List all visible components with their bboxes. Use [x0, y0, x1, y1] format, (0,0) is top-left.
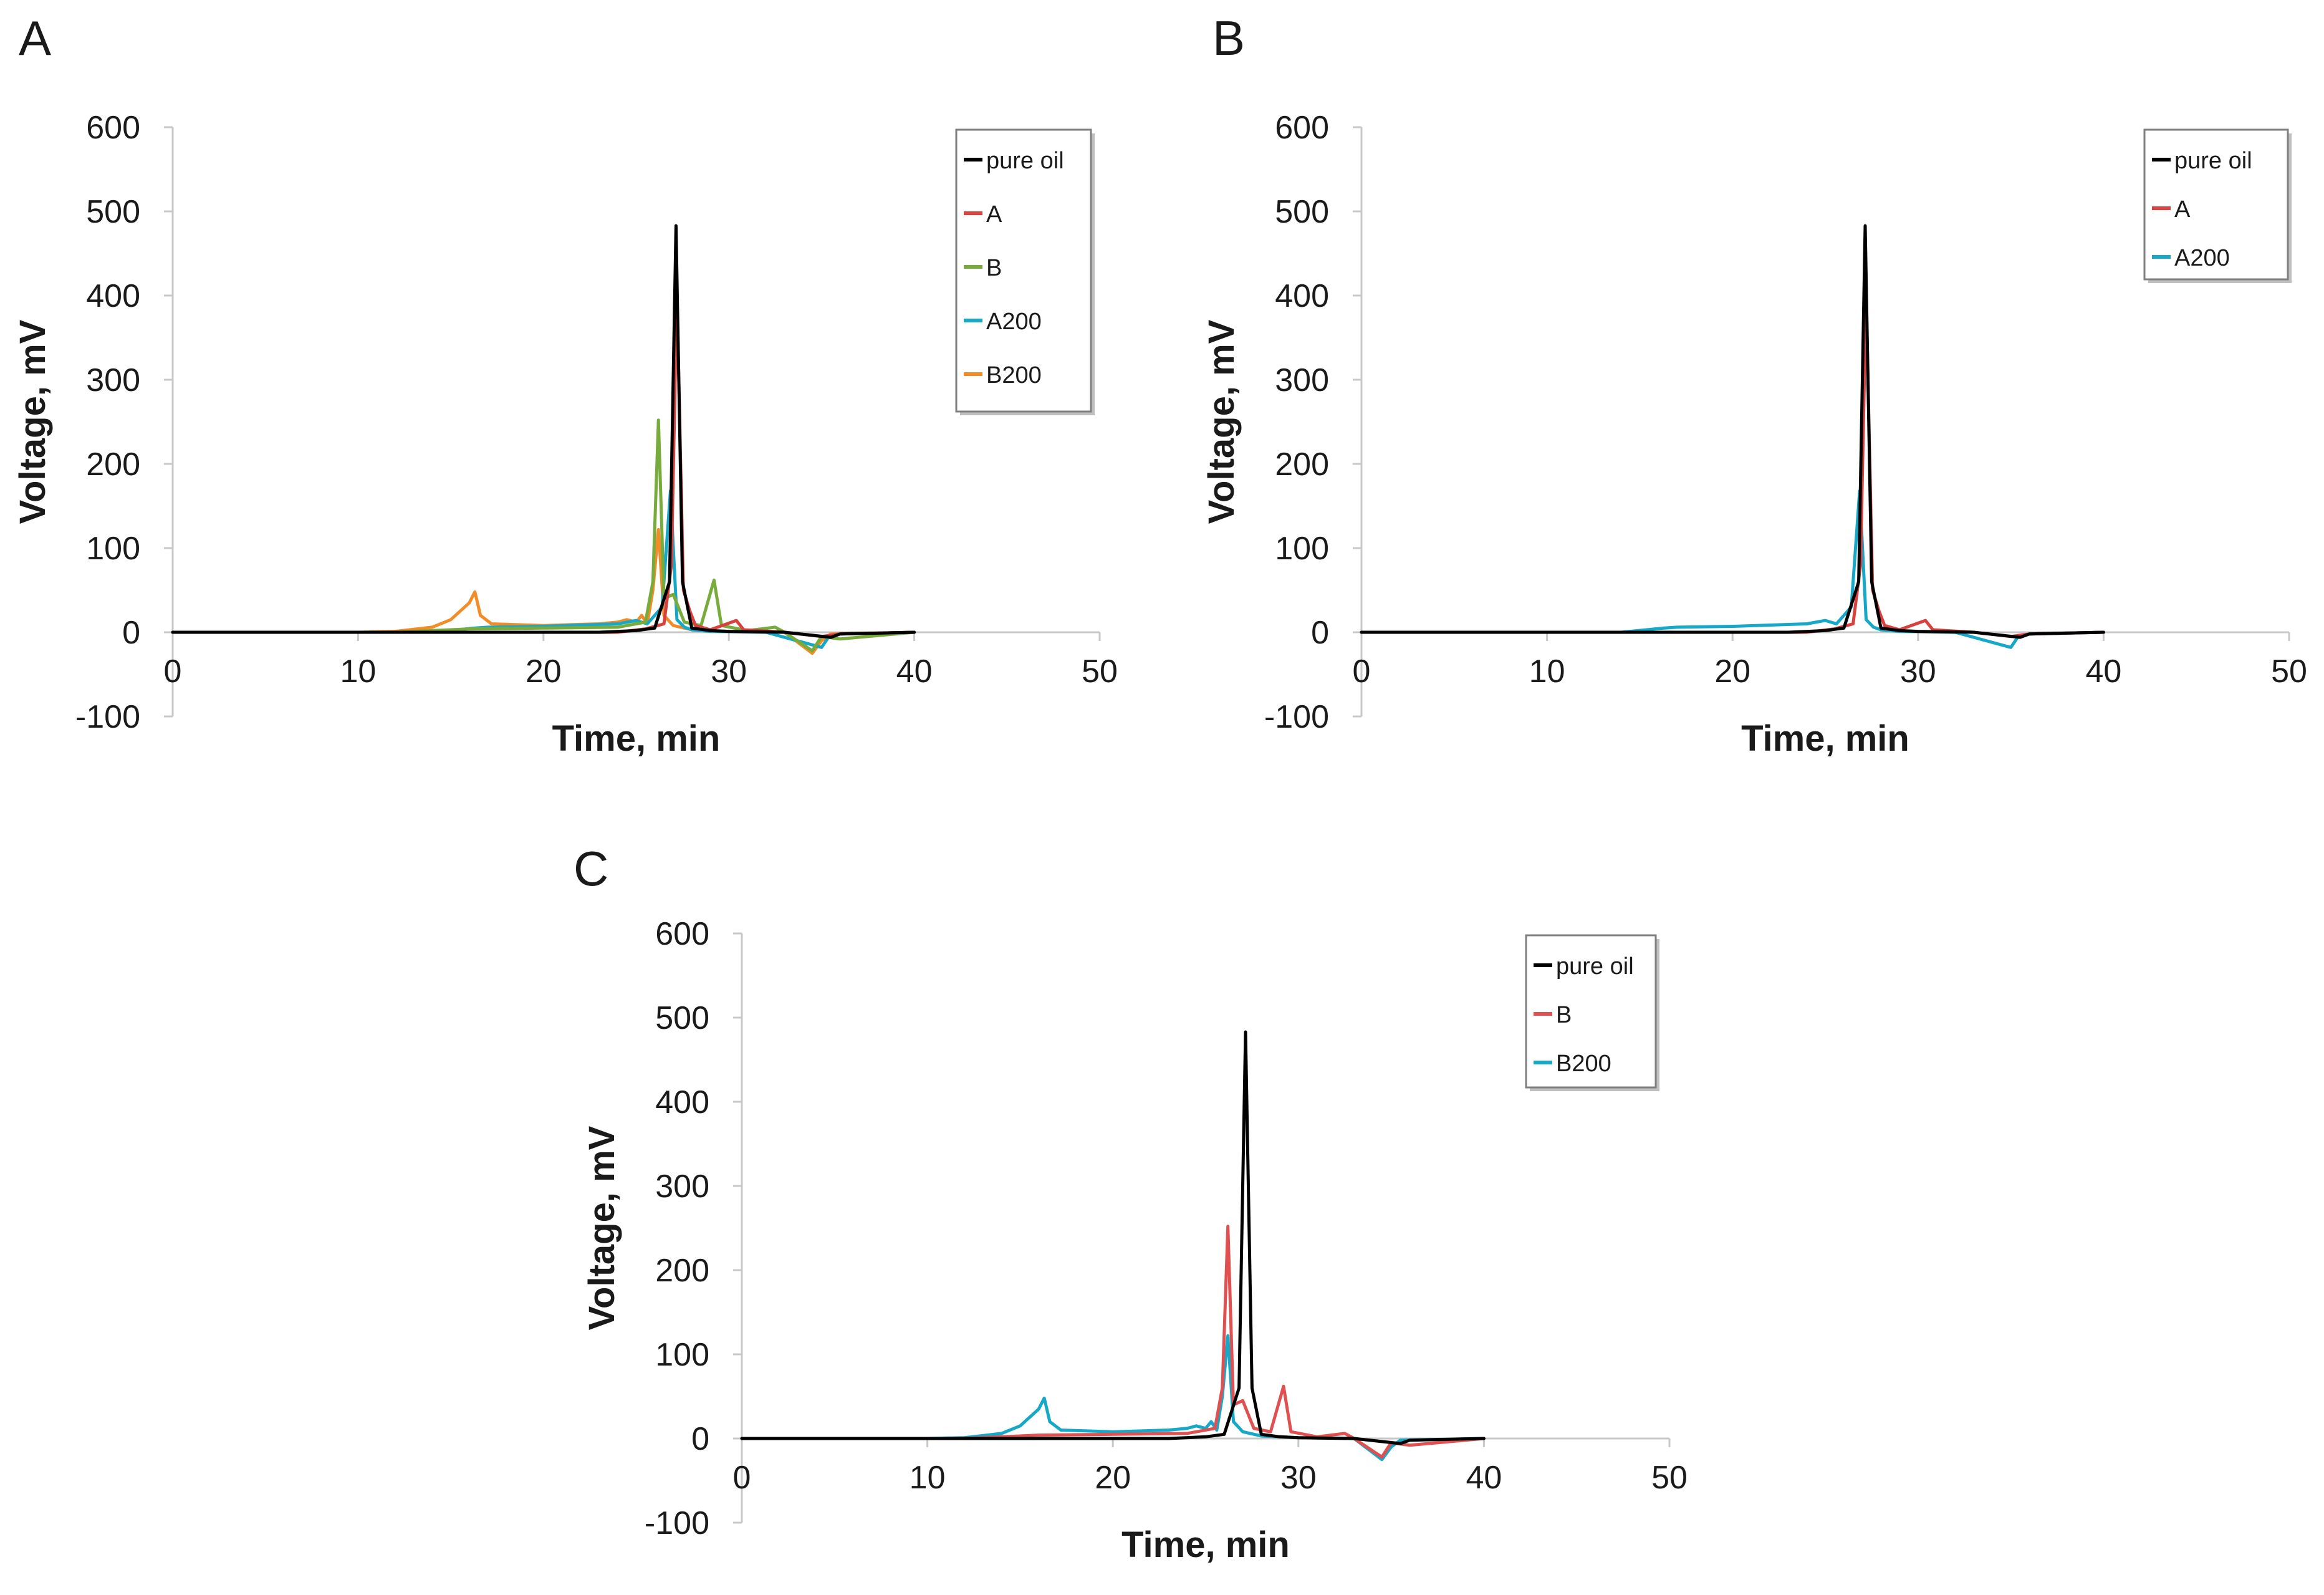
y-tick-label: 200 [1275, 446, 1329, 483]
series-line-a200 [171, 489, 916, 649]
panel-label: A [19, 11, 51, 65]
panel-label: B [1212, 11, 1245, 65]
legend-entry: pure oil [986, 148, 1064, 174]
x-tick-label: 20 [1714, 653, 1750, 690]
y-tick-label: 500 [655, 1000, 709, 1036]
panel-label: C [574, 841, 608, 896]
x-tick-label: 10 [1529, 653, 1565, 690]
y-tick-label: 0 [122, 615, 140, 651]
x-tick-label: 50 [2271, 653, 2307, 690]
y-tick-label: 100 [655, 1337, 709, 1373]
x-tick-label: 50 [1082, 653, 1118, 690]
series-line-b [740, 1225, 1486, 1459]
x-axis-title: Time, min [1121, 1525, 1290, 1565]
y-tick-label: -100 [75, 699, 140, 735]
legend-entry: A200 [2174, 245, 2230, 271]
y-tick-label: 0 [1311, 615, 1329, 651]
y-tick-label: -100 [1264, 699, 1329, 735]
x-tick-label: 50 [1651, 1460, 1688, 1496]
x-tick-label: 40 [896, 653, 933, 690]
y-tick-label: 600 [86, 110, 140, 146]
legend-entry: B [1556, 1002, 1572, 1028]
x-axis-title: Time, min [552, 718, 721, 759]
series-line-pure-oil [1360, 224, 2105, 639]
series-line-pure-oil [740, 1030, 1486, 1445]
x-tick-label: 10 [340, 653, 376, 690]
x-tick-label: 0 [733, 1460, 751, 1496]
y-axis-title: Voltage, mV [582, 1125, 622, 1330]
series-line-pure-oil [171, 224, 916, 639]
legend-box [2143, 128, 2289, 281]
panel-c: C 600 500 400 300 200 100 0 -100 0 10 20 30 40 50 Time,… [574, 841, 1688, 1565]
legend-entry: B200 [986, 362, 1042, 388]
y-tick-label: 600 [655, 916, 709, 952]
y-axis-title: Voltage, mV [12, 319, 53, 524]
legend-entry: B [986, 255, 1002, 281]
y-tick-label: -100 [645, 1505, 709, 1541]
y-tick-label: 300 [1275, 362, 1329, 398]
x-axis-title: Time, min [1741, 718, 1909, 759]
y-tick-label: 300 [655, 1169, 709, 1205]
x-tick-label: 30 [1280, 1460, 1317, 1496]
y-tick-label: 600 [1275, 110, 1329, 146]
y-tick-label: 200 [655, 1253, 709, 1289]
y-tick-label: 500 [1275, 194, 1329, 230]
legend-entry: pure oil [1556, 953, 1634, 980]
panel-b: B 600 500 400 300 200 100 0 -100 0 10 20 30 40 50 Time,… [1201, 11, 2307, 759]
y-tick-label: 400 [1275, 278, 1329, 314]
y-tick-label: 300 [86, 362, 140, 398]
x-tick-label: 30 [711, 653, 747, 690]
series-line-a [171, 292, 916, 638]
legend-entry: A [986, 201, 1002, 228]
series-line-a200 [1360, 489, 2105, 649]
y-tick-label: 200 [86, 446, 140, 483]
series-line-a [1360, 292, 2105, 638]
y-tick-label: 0 [691, 1421, 709, 1457]
y-axis-title: Voltage, mV [1201, 319, 1242, 524]
x-tick-label: 0 [164, 653, 182, 690]
legend-box [955, 128, 1092, 413]
y-tick-label: 400 [86, 278, 140, 314]
x-tick-label: 20 [526, 653, 562, 690]
legend-entry: A [2174, 196, 2191, 223]
series-line-b [171, 418, 916, 653]
y-tick-label: 100 [86, 531, 140, 567]
legend-entry: A200 [986, 309, 1042, 335]
x-tick-label: 40 [2085, 653, 2121, 690]
x-tick-label: 40 [1466, 1460, 1502, 1496]
x-tick-label: 30 [1900, 653, 1936, 690]
legend-entry: pure oil [2174, 148, 2252, 174]
x-tick-label: 10 [910, 1460, 946, 1496]
y-tick-label: 100 [1275, 531, 1329, 567]
legend-entry: B200 [1556, 1051, 1611, 1077]
x-tick-label: 20 [1095, 1460, 1131, 1496]
y-tick-label: 500 [86, 194, 140, 230]
y-tick-label: 400 [655, 1084, 709, 1120]
panel-a: A 600 500 400 300 200 100 0 -100 0 10 20 30 40 50 Time,… [12, 11, 1118, 759]
x-tick-label: 0 [1353, 653, 1371, 690]
